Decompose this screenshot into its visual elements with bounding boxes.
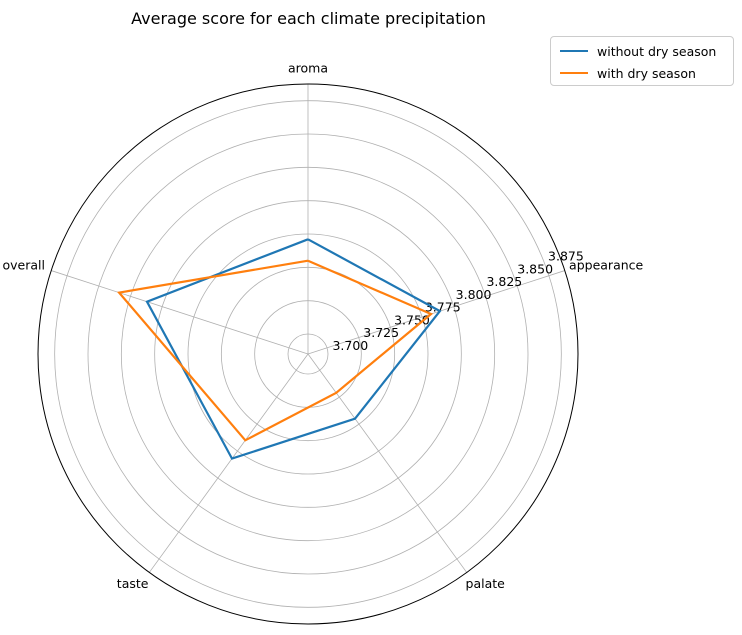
legend: without dry season with dry season bbox=[550, 36, 734, 86]
axis-label-aroma: aroma bbox=[288, 61, 328, 76]
angular-gridline-taste bbox=[148, 353, 309, 573]
radial-tick-label-2: 3.725 bbox=[363, 325, 399, 340]
polar-frame bbox=[37, 83, 579, 625]
axis-label-overall: overall bbox=[2, 257, 44, 272]
axis-label-palate: palate bbox=[466, 576, 506, 591]
radial-tick-label-7: 3.850 bbox=[517, 261, 553, 276]
radial-tick-label-6: 3.825 bbox=[486, 274, 522, 289]
axis-label-appearance: appearance bbox=[569, 257, 643, 272]
legend-item-series-1: without dry season bbox=[560, 41, 716, 61]
legend-line-series-2 bbox=[560, 72, 588, 74]
legend-line-series-1 bbox=[560, 50, 588, 52]
radial-tick-label-4: 3.775 bbox=[425, 300, 461, 315]
angular-gridline-palate bbox=[307, 353, 468, 573]
angular-gridline-appearance bbox=[307, 270, 565, 355]
legend-label-series-1: without dry season bbox=[597, 43, 717, 59]
legend-label-series-2: with dry season bbox=[597, 65, 696, 81]
series-line-1 bbox=[145, 238, 442, 460]
axis-label-taste: taste bbox=[117, 576, 149, 591]
chart-title: Average score for each climate precipita… bbox=[131, 9, 486, 28]
legend-item-series-2: with dry season bbox=[560, 63, 696, 83]
series-line-2 bbox=[117, 259, 434, 442]
radial-tick-label-1: 3.700 bbox=[332, 338, 368, 353]
radial-tick-label-8: 3.875 bbox=[548, 249, 584, 264]
angular-gridline-overall bbox=[51, 270, 309, 355]
radial-tick-label-5: 3.800 bbox=[456, 287, 492, 302]
